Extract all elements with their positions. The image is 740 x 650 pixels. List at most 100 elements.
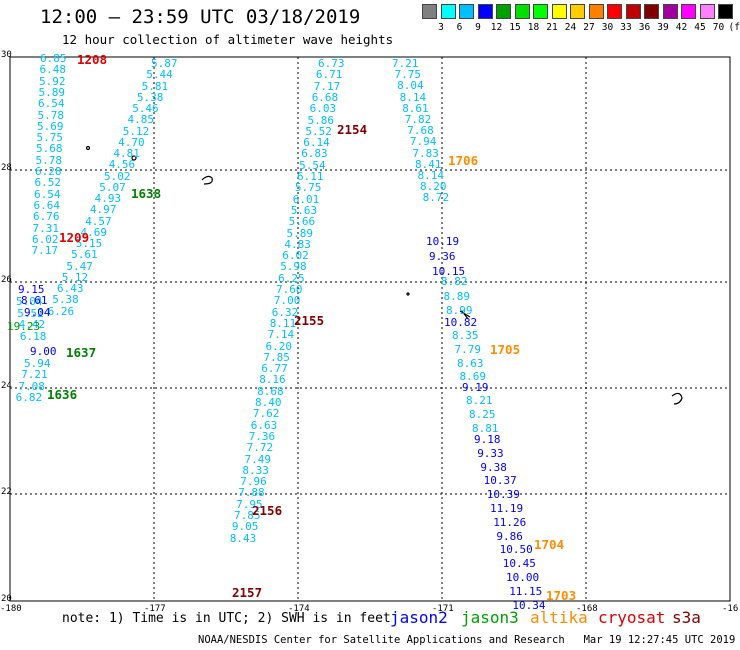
wave-height-value: 9.05 — [231, 520, 259, 534]
wave-height-value: 9.15 — [18, 283, 45, 296]
color-swatch — [570, 4, 585, 19]
longitude-tick-label: -171 — [432, 604, 454, 614]
wave-height-value: 7.88 — [238, 486, 265, 500]
latitude-tick-label: 28 — [1, 163, 12, 173]
wave-height-value: 9.18 — [474, 433, 501, 446]
color-scale-label: 15 — [509, 22, 521, 33]
wave-height-value: 10.50 — [499, 543, 533, 557]
wave-height-value: 5.52 — [305, 124, 332, 138]
wave-height-value: 7.95 — [236, 497, 263, 511]
island-shape — [201, 175, 213, 185]
wave-height-value: 7.75 — [394, 68, 422, 82]
wave-height-value: 10.37 — [483, 474, 517, 488]
wave-height-value: 8.40 — [255, 396, 282, 409]
pass-time-label: 1637 — [66, 345, 97, 360]
wave-height-value: 8.14 — [417, 169, 445, 182]
wave-height-value: 8.20 — [420, 180, 447, 194]
wave-height-value: 5.54 — [299, 158, 326, 172]
wave-height-value: 5.81 — [141, 79, 169, 93]
wave-height-value: 5.75 — [294, 181, 322, 195]
pass-time-label: 1706 — [448, 153, 479, 168]
wave-height-value: 6.52 — [34, 176, 62, 190]
wave-height-value: 8.82 — [441, 275, 468, 288]
pass-time-label: 1209 — [59, 230, 90, 245]
color-scale-label: 30 — [601, 22, 614, 33]
wave-height-value: 10.82 — [444, 316, 478, 329]
wave-height-value: 6.76 — [33, 210, 60, 224]
wave-height-value: 5.89 — [286, 226, 314, 240]
wave-height-value: 4.70 — [118, 135, 145, 149]
color-scale-label: 45 — [694, 22, 706, 33]
wave-height-value: 8.61 — [402, 101, 429, 115]
color-scale-label: 33 — [620, 22, 632, 33]
wave-height-value: 6.11 — [297, 170, 324, 183]
wave-height-value: 8.89 — [443, 289, 471, 303]
wave-height-value: 8.61 — [21, 294, 48, 308]
color-swatch — [422, 4, 437, 19]
wave-height-value: 5.92 — [39, 74, 66, 88]
wave-height-value: 4.85 — [127, 113, 155, 127]
wave-height-value: 10.39 — [486, 488, 520, 502]
color-scale-unit: (ft) — [728, 22, 740, 33]
wave-height-value: 7.17 — [313, 79, 341, 93]
wave-height-value: 7.21 — [21, 368, 48, 382]
color-swatch — [496, 4, 511, 19]
wave-height-value: 10.00 — [506, 571, 540, 584]
color-swatch — [644, 4, 659, 19]
wave-height-value: 6.83 — [301, 147, 328, 161]
wave-height-value: 4.42 — [18, 318, 46, 331]
wave-height-value: 6.01 — [292, 192, 320, 206]
wave-height-value: 5.78 — [37, 108, 65, 122]
wave-height-value: 5.78 — [35, 153, 63, 167]
wave-height-value: 11.26 — [493, 515, 527, 529]
wave-height-value: 8.11 — [269, 316, 297, 330]
latitude-tick-label: 24 — [1, 381, 12, 391]
wave-height-value: 5.07 — [99, 180, 126, 194]
wave-height-value: 5.02 — [104, 169, 131, 183]
satellite-label-s3a: s3a — [672, 608, 701, 627]
wave-height-value: 5.47 — [66, 259, 93, 273]
wave-height-value: 4.81 — [113, 147, 140, 160]
wave-height-value: 8.43 — [229, 531, 257, 545]
wave-height-value: 7.62 — [252, 407, 280, 421]
pass-time-label: 1703 — [546, 588, 577, 603]
color-scale-label: 36 — [638, 22, 651, 33]
wave-height-value: 11.19 — [490, 502, 524, 515]
wave-height-value: 8.63 — [457, 356, 484, 370]
wave-height-value: 6.02 — [282, 249, 309, 263]
wave-height-value: 7.60 — [276, 283, 303, 296]
latitude-tick-label: 30 — [1, 50, 12, 60]
map-subtitle: 12 hour collection of altimeter wave hei… — [62, 32, 394, 47]
latitude-tick-label: 20 — [1, 594, 12, 604]
wave-height-value: 10.15 — [432, 265, 466, 278]
wave-height-value: 7.31 — [32, 221, 60, 235]
wave-height-value: 5.12 — [61, 270, 89, 284]
island-shape — [671, 392, 683, 405]
wave-height-value: 6.20 — [265, 339, 293, 353]
wave-height-value: 5.61 — [71, 248, 98, 262]
wave-height-value: 5.38 — [52, 293, 79, 307]
wave-height-value: 7.83 — [412, 146, 439, 160]
latitude-tick-label: 22 — [1, 487, 12, 497]
color-scale-label: 24 — [564, 22, 577, 33]
wave-height-value: 7.14 — [267, 328, 295, 342]
wave-height-value: 4.93 — [94, 192, 122, 205]
wave-height-value: 6.43 — [57, 282, 84, 295]
pass-time-label: 2154 — [337, 122, 368, 137]
wave-height-value: 6.32 — [271, 305, 299, 319]
color-swatch — [440, 4, 456, 19]
wave-height-value: 6.02 — [32, 232, 59, 246]
wave-height-value: 7.68 — [407, 124, 434, 138]
wave-height-value: 9.33 — [477, 446, 504, 460]
latitude-tick-label: 26 — [1, 275, 12, 285]
wave-height-value: 7.96 — [240, 475, 267, 489]
color-swatch — [551, 4, 567, 19]
color-swatch — [588, 4, 604, 19]
wave-height-value: 6.14 — [303, 136, 330, 150]
wave-height-value: 8.41 — [414, 157, 442, 171]
wave-height-value: 6.63 — [250, 418, 278, 432]
wave-height-value: 7.08 — [18, 379, 45, 393]
wave-height-value: 6.26 — [47, 304, 75, 318]
color-scale-label: 12 — [490, 22, 503, 33]
